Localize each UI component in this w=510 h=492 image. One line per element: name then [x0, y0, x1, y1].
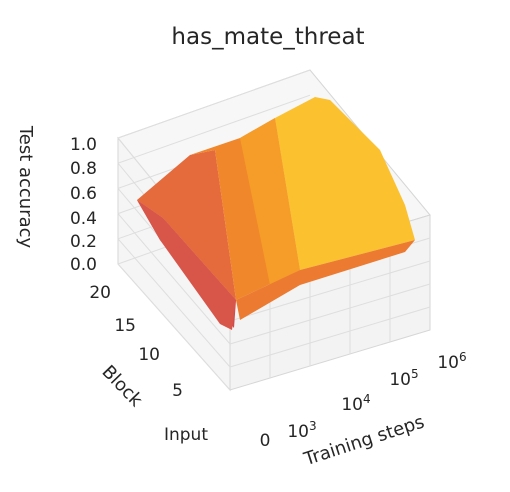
x-tick-label: 106 — [437, 350, 466, 373]
chart-title: has_mate_threat — [171, 24, 364, 50]
x-tick-label: 105 — [389, 367, 418, 390]
grid-line — [117, 94, 311, 164]
grid-line — [117, 69, 311, 139]
z-tick-label: 0.6 — [70, 184, 97, 204]
x-axis-label: Training steps — [301, 411, 427, 470]
z-tick-label: 0.0 — [70, 255, 97, 275]
z-axis-label: Test accuracy — [15, 125, 36, 249]
y-tick-label: 5 — [172, 381, 183, 401]
surface-top-low — [137, 150, 236, 300]
x-tick-label: 0 — [260, 431, 271, 451]
grid-line — [117, 263, 231, 391]
y-tick-label: Input — [164, 425, 208, 445]
surface-top-high — [275, 97, 415, 270]
z-tick-label: 0.4 — [70, 209, 97, 229]
y-tick-label: 10 — [138, 345, 160, 365]
x-tick-label: 104 — [341, 392, 370, 415]
z-tick-label: 0.2 — [70, 232, 97, 252]
x-tick-labels: 0 103 104 105 106 — [260, 350, 467, 451]
grid-line — [229, 306, 431, 368]
z-tick-labels: 0.0 0.2 0.4 0.6 0.8 1.0 — [70, 135, 97, 275]
y-tick-label: 15 — [114, 316, 136, 336]
z-tick-label: 1.0 — [70, 135, 97, 155]
y-axis-label: Block — [97, 361, 146, 411]
surface-left-flank — [137, 200, 236, 330]
grid-line — [117, 238, 231, 368]
z-tick-label: 0.8 — [70, 159, 97, 179]
surface — [137, 97, 415, 330]
y-tick-label: 20 — [89, 283, 111, 303]
z-axis: Test accuracy 0.0 0.2 0.4 0.6 0.8 1.0 — [15, 125, 97, 275]
grid-line — [229, 260, 431, 322]
surface-ridge-band — [240, 118, 300, 285]
grid-line — [117, 213, 231, 345]
surface-front-edge — [236, 240, 415, 320]
grid-line — [229, 283, 431, 345]
x-tick-label: 103 — [287, 419, 316, 442]
